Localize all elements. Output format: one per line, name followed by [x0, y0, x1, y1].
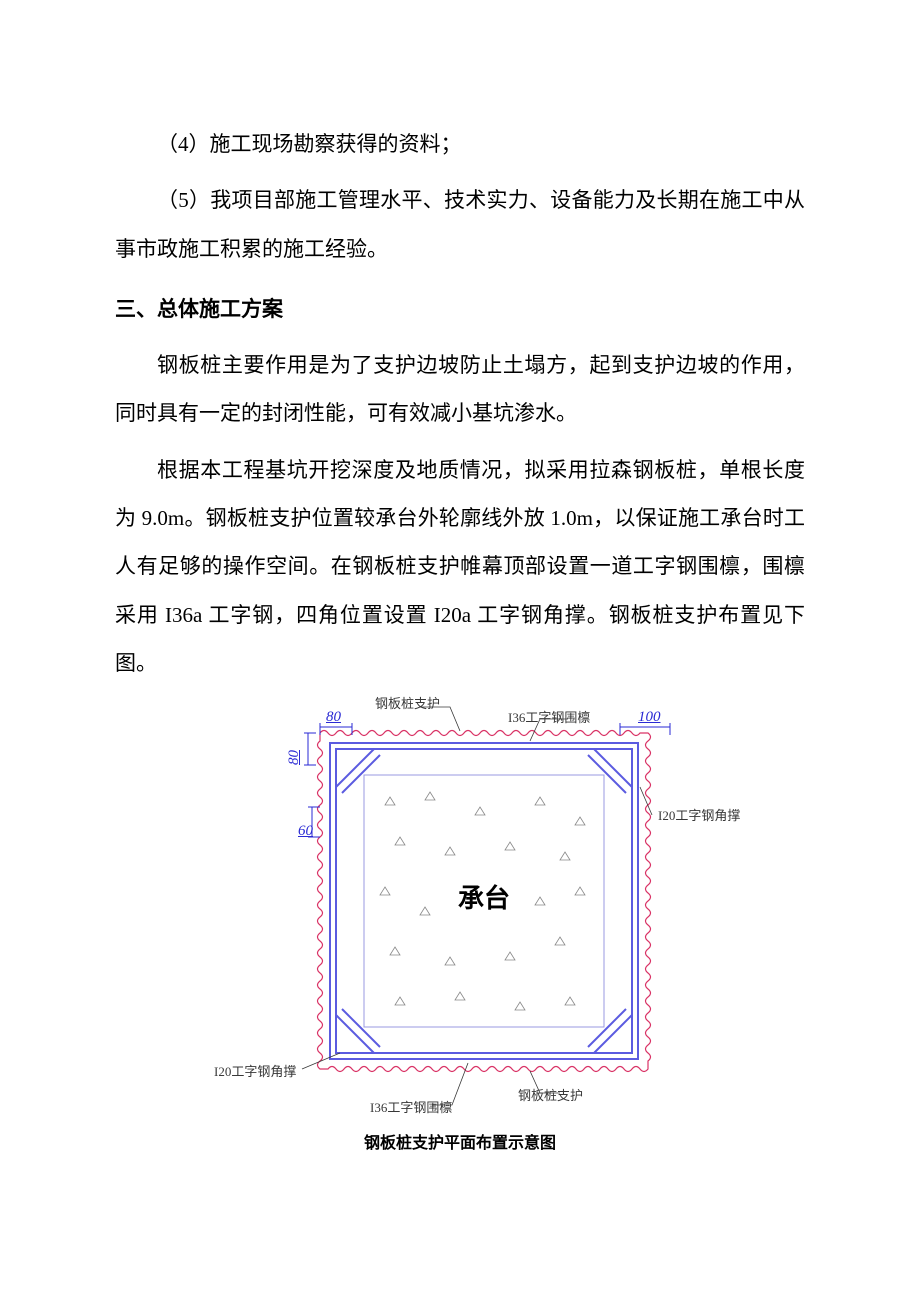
paragraph-overview-2: 根据本工程基坑开挖深度及地质情况，拟采用拉森钢板桩，单根长度为 9.0m。钢板桩…: [115, 446, 805, 687]
dim-60-left: 60: [298, 823, 313, 840]
label-brace-bottom-left: I20工字钢角撑: [214, 1061, 296, 1080]
diagram-container: 80 100 80 60 钢板桩支护 I36工字钢围檩 I20工字钢角撑 I20…: [115, 697, 805, 1153]
label-waler-bottom: I36工字钢围檩: [370, 1097, 452, 1116]
dim-80-top: 80: [326, 709, 341, 726]
dim-100-top: 100: [638, 709, 661, 726]
plan-layout-diagram: 80 100 80 60 钢板桩支护 I36工字钢围檩 I20工字钢角撑 I20…: [200, 697, 720, 1117]
paragraph-item-5: （5）我项目部施工管理水平、技术实力、设备能力及长期在施工中从事市政施工积累的施…: [115, 176, 805, 273]
diagram-caption: 钢板桩支护平面布置示意图: [364, 1129, 556, 1153]
label-sheet-pile-top: 钢板桩支护: [375, 693, 440, 712]
plan-svg: 承台: [200, 697, 720, 1117]
platform-center-text: 承台: [458, 883, 510, 913]
dim-80-left: 80: [286, 750, 303, 765]
label-brace-right: I20工字钢角撑: [658, 805, 740, 824]
paragraph-overview-1: 钢板桩主要作用是为了支护边坡防止土塌方，起到支护边坡的作用，同时具有一定的封闭性…: [115, 341, 805, 438]
paragraph-item-4: （4）施工现场勘察获得的资料；: [115, 120, 805, 168]
label-waler-top: I36工字钢围檩: [508, 707, 590, 726]
label-sheet-pile-bottom: 钢板桩支护: [518, 1085, 583, 1104]
section-heading-3: 三、总体施工方案: [115, 285, 805, 333]
